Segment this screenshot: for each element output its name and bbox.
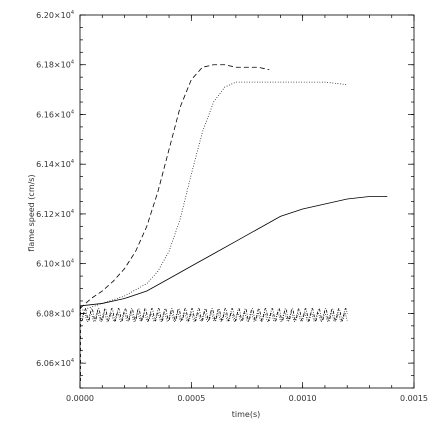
y-tick-label: 6.12×104 xyxy=(36,209,74,219)
x-axis-label: time(s) xyxy=(232,410,260,419)
y-tick-label: 6.18×104 xyxy=(36,60,74,70)
x-tick-label: 0.0010 xyxy=(289,394,317,403)
x-tick-label: 0.0015 xyxy=(400,394,428,403)
series-layer xyxy=(79,64,388,384)
y-axis-ticks: 6.06×104 6.08×104 6.10×104 6.12×104 6.14×104… xyxy=(36,10,414,389)
series-line-solid xyxy=(79,196,388,307)
y-axis-label: flame speed (cm/s) xyxy=(27,174,36,251)
x-tick-label: 0.0005 xyxy=(177,394,205,403)
x-axis-ticks: 0.0000 0.0005 0.0010 0.0015 xyxy=(66,15,428,403)
y-tick-label: 6.10×104 xyxy=(36,259,74,269)
series-line-dash-dot xyxy=(79,308,348,322)
y-tick-label: 6.16×104 xyxy=(36,109,74,119)
y-tick-label: 6.20×104 xyxy=(36,10,74,20)
series-line-dashed xyxy=(79,64,270,309)
x-tick-label: 0.0000 xyxy=(66,394,94,403)
y-tick-label: 6.14×104 xyxy=(36,159,74,169)
series-line-dotted-oscillating xyxy=(79,312,348,323)
y-tick-label: 6.08×104 xyxy=(36,308,74,318)
y-tick-label: 6.06×104 xyxy=(36,358,74,368)
